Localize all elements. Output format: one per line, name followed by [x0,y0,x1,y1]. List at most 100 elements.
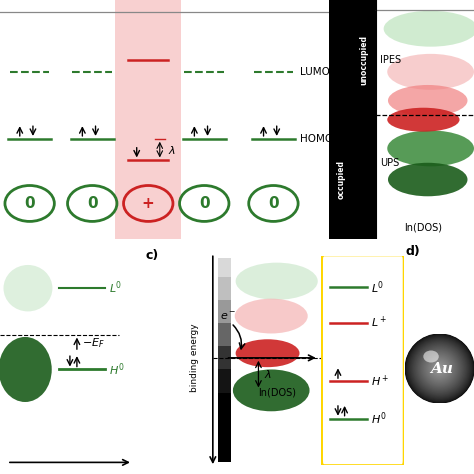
Circle shape [433,362,447,375]
Circle shape [413,342,466,395]
Circle shape [420,349,459,388]
Text: d): d) [405,245,420,258]
Circle shape [431,360,448,377]
Bar [219,323,231,346]
Circle shape [419,348,460,389]
Circle shape [438,366,442,371]
Ellipse shape [236,263,318,300]
Text: $H^0$: $H^0$ [109,361,125,378]
Text: occupied: occupied [337,160,346,199]
Circle shape [415,344,464,393]
Circle shape [424,353,456,384]
Circle shape [431,360,448,377]
Ellipse shape [235,299,308,334]
Ellipse shape [236,339,300,367]
Circle shape [411,340,468,397]
Circle shape [435,364,444,373]
Circle shape [422,351,457,386]
Circle shape [427,356,453,382]
Circle shape [435,364,444,373]
Bar [353,0,376,239]
Circle shape [408,337,471,400]
Circle shape [406,335,474,402]
Bar [219,346,231,370]
Circle shape [423,352,456,385]
Bar [219,370,231,392]
Circle shape [430,359,449,378]
Circle shape [420,349,459,388]
Circle shape [418,347,461,390]
Circle shape [425,354,454,383]
Bar [219,258,231,277]
Text: Au: Au [430,362,453,375]
Text: IPES: IPES [380,55,401,65]
Circle shape [429,358,450,379]
Circle shape [433,362,446,375]
Circle shape [435,364,445,374]
Text: $L^0$: $L^0$ [109,280,122,297]
Circle shape [429,358,450,379]
Bar [219,392,231,463]
Text: $L^+$: $L^+$ [371,315,387,330]
Ellipse shape [388,163,467,196]
Text: $L^0$: $L^0$ [371,279,384,296]
Text: $H^+$: $H^+$ [371,374,390,389]
Circle shape [427,356,452,381]
Text: $\phi_{el,\infty}$: $\phi_{el,\infty}$ [334,4,359,19]
Text: $-E_F$: $-E_F$ [82,337,105,350]
Circle shape [408,337,472,401]
Text: $\lambda$: $\lambda$ [168,144,176,155]
Ellipse shape [233,370,310,411]
Circle shape [415,344,465,393]
Circle shape [412,341,467,396]
Text: unoccupied: unoccupied [360,35,369,85]
Circle shape [411,340,468,397]
Text: HOMO: HOMO [300,134,333,144]
Circle shape [416,345,463,392]
Circle shape [436,365,444,373]
Circle shape [428,357,451,380]
Circle shape [421,350,458,387]
Ellipse shape [423,350,439,363]
Text: $H^0$: $H^0$ [371,410,387,427]
Text: 0: 0 [24,196,35,211]
Bar [329,0,353,239]
Circle shape [417,346,463,392]
Circle shape [426,355,453,382]
Circle shape [439,368,440,369]
Circle shape [428,356,452,381]
Circle shape [409,338,470,399]
Ellipse shape [383,11,474,46]
Ellipse shape [387,130,474,166]
Circle shape [438,367,441,370]
Circle shape [432,361,447,376]
Circle shape [416,345,464,392]
Circle shape [419,348,460,389]
Text: 0: 0 [199,196,210,211]
Circle shape [439,368,440,369]
Bar [219,300,231,323]
Bar [219,277,231,300]
Circle shape [423,352,456,385]
Circle shape [418,346,462,391]
Circle shape [426,355,453,382]
Circle shape [432,361,447,376]
Text: 0: 0 [87,196,98,211]
FancyBboxPatch shape [320,254,405,466]
Circle shape [414,343,465,394]
Circle shape [410,339,469,398]
Circle shape [434,363,446,374]
Circle shape [410,338,470,399]
Text: UPS: UPS [380,158,399,168]
Circle shape [434,363,445,374]
Circle shape [407,336,472,401]
Circle shape [406,335,473,402]
Circle shape [437,365,443,372]
Circle shape [424,353,455,384]
Circle shape [410,339,469,398]
Circle shape [412,341,467,396]
Circle shape [417,346,463,392]
Circle shape [405,334,474,403]
Text: c): c) [146,249,159,262]
Circle shape [414,343,465,394]
